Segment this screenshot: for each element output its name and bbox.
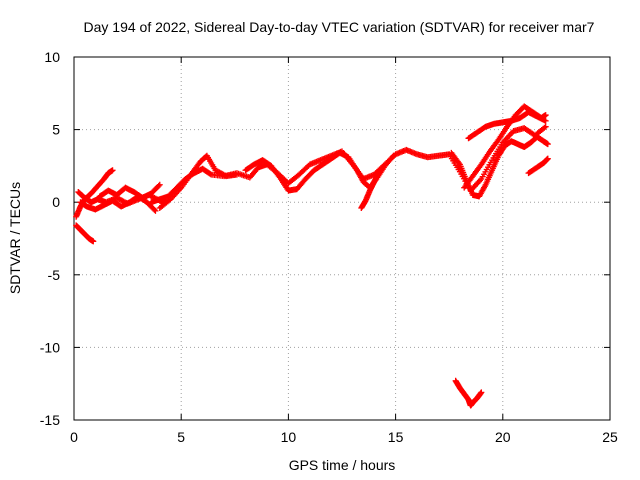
data-point: [542, 123, 549, 130]
data-point: [542, 112, 549, 119]
grid-lines: [74, 57, 610, 420]
data-point: [151, 206, 158, 213]
chart-title: Day 194 of 2022, Sidereal Day-to-day VTE…: [84, 19, 595, 35]
series-track-8: [242, 149, 397, 194]
data-point: [90, 238, 97, 245]
series-track-2: [73, 222, 97, 245]
data-point: [156, 181, 163, 188]
y-axis-label: SDTVAR / TECUs: [7, 182, 23, 294]
x-tick-label: 5: [177, 429, 185, 445]
data-point: [389, 154, 396, 161]
data-point: [375, 170, 382, 177]
data-point: [109, 167, 116, 174]
x-tick-label: 15: [388, 429, 404, 445]
data-point: [390, 152, 397, 159]
series-track-5: [96, 181, 163, 201]
data-point: [544, 141, 551, 148]
data-point: [155, 182, 162, 189]
data-point: [207, 170, 214, 177]
axis-ticks: 0 5 10 15 20 25 -15 -10 -5 0 5 10: [40, 49, 618, 445]
series-track-14: [452, 377, 485, 409]
data-point: [544, 155, 551, 162]
series-track-9: [358, 170, 382, 212]
series-track-6: [148, 123, 549, 206]
y-tick-label: 5: [52, 122, 60, 138]
data-point: [541, 124, 548, 131]
x-axis-label: GPS time / hours: [289, 457, 396, 473]
y-tick-label: -15: [40, 412, 60, 428]
x-tick-label: 20: [495, 429, 511, 445]
data-point: [152, 207, 159, 214]
data-point: [478, 389, 485, 396]
y-tick-label: -5: [48, 267, 61, 283]
y-tick-label: -10: [40, 339, 60, 355]
series-track-13: [525, 155, 551, 177]
x-tick-label: 25: [602, 429, 618, 445]
plot-frame: [73, 56, 611, 421]
data-point: [233, 171, 240, 178]
series-track-7: [156, 152, 240, 212]
data-points: [73, 103, 551, 409]
data-point: [542, 117, 549, 124]
x-tick-label: 10: [281, 429, 297, 445]
y-tick-label: 0: [52, 194, 60, 210]
y-tick-label: 10: [44, 49, 60, 65]
series-track-12: [465, 109, 549, 142]
x-tick-label: 0: [70, 429, 78, 445]
